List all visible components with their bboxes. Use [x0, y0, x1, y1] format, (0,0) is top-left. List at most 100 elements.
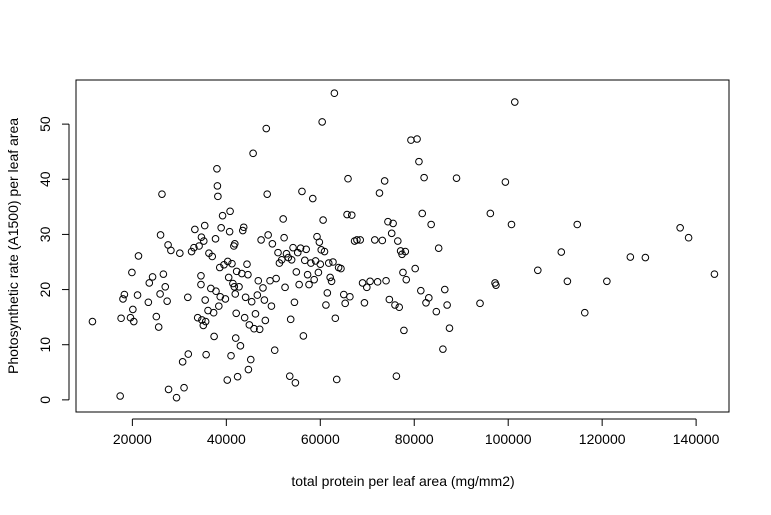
data-point: [296, 244, 305, 253]
x-axis: 20000 40000 60000 80000 100000 120000 140000: [113, 418, 720, 447]
y-tick-label: 20: [37, 282, 53, 298]
data-point: [676, 224, 684, 232]
data-point: [476, 299, 484, 308]
data-point: [684, 233, 693, 242]
data-point: [201, 296, 209, 304]
data-point: [152, 312, 161, 321]
data-point: [418, 209, 427, 218]
data-point: [510, 98, 519, 106]
data-point: [88, 317, 97, 326]
data-point: [392, 372, 401, 380]
data-point: [262, 124, 271, 133]
data-point: [240, 313, 249, 322]
data-point: [300, 256, 309, 265]
data-point: [400, 326, 408, 335]
data-point: [292, 268, 301, 276]
data-point: [331, 314, 340, 323]
data-point: [641, 253, 650, 262]
data-point: [332, 375, 341, 384]
data-point: [229, 279, 237, 288]
data-point: [710, 270, 719, 278]
data-point: [427, 220, 435, 229]
data-point: [156, 231, 165, 239]
data-point: [291, 378, 300, 387]
data-point: [191, 225, 199, 234]
data-point: [401, 247, 410, 256]
data-point: [214, 192, 222, 201]
data-point: [235, 283, 243, 291]
x-tick-label: 20000: [113, 431, 152, 447]
data-point: [164, 385, 173, 394]
data-point: [259, 284, 267, 292]
data-point: [533, 266, 542, 275]
data-point: [119, 295, 127, 303]
data-point: [246, 355, 255, 364]
data-point: [225, 227, 234, 236]
data-point: [563, 277, 572, 286]
data-point: [184, 350, 193, 358]
data-point: [213, 164, 221, 173]
data-point: [420, 173, 428, 182]
data-point: [378, 236, 387, 245]
data-point: [251, 310, 260, 318]
data-point: [280, 233, 288, 242]
data-point: [144, 298, 153, 307]
data-point: [274, 248, 282, 257]
data-point: [445, 324, 454, 332]
data-point: [270, 346, 279, 355]
data-point: [347, 211, 356, 219]
data-point: [318, 118, 326, 126]
data-point: [425, 294, 433, 302]
data-point: [366, 277, 374, 286]
data-point: [158, 190, 166, 198]
data-point: [250, 324, 258, 333]
data-point: [197, 280, 205, 289]
data-point: [199, 321, 208, 330]
y-tick-label: 50: [37, 116, 53, 132]
data-point: [330, 89, 339, 98]
data-point: [320, 247, 329, 256]
data-point: [316, 260, 325, 268]
data-point: [263, 190, 272, 198]
data-point: [211, 235, 220, 243]
data-point: [230, 283, 239, 291]
data-point: [159, 270, 168, 278]
data-point: [129, 305, 137, 314]
data-point: [358, 279, 367, 287]
data-point: [277, 255, 286, 264]
data-point: [167, 246, 175, 255]
data-point: [154, 323, 163, 331]
points-layer: [88, 89, 719, 402]
data-point: [279, 215, 287, 223]
data-point: [232, 267, 241, 276]
data-point: [285, 372, 294, 380]
y-tick-label: 0: [37, 396, 53, 404]
data-point: [223, 257, 232, 266]
data-point: [287, 255, 296, 264]
data-point: [299, 332, 308, 340]
data-point: [172, 393, 181, 402]
data-point: [346, 292, 354, 301]
data-point: [343, 210, 351, 219]
data-point: [260, 296, 269, 304]
data-point: [385, 295, 394, 304]
x-tick-label: 100000: [485, 431, 532, 447]
plot-frame: [75, 79, 730, 413]
data-point: [212, 287, 220, 296]
data-point: [129, 317, 138, 326]
data-point: [217, 224, 225, 232]
data-point: [391, 301, 399, 309]
data-point: [224, 273, 233, 282]
data-point: [272, 274, 280, 283]
data-point: [402, 275, 411, 284]
data-point: [239, 223, 248, 232]
data-point: [201, 317, 210, 326]
data-point: [128, 268, 136, 277]
data-point: [223, 376, 232, 384]
data-point: [231, 290, 240, 298]
data-point: [133, 291, 142, 299]
data-point: [197, 271, 205, 280]
data-point: [337, 264, 345, 273]
data-point: [443, 301, 451, 309]
x-axis-label: total protein per leaf area (mg/mm2): [291, 473, 514, 489]
